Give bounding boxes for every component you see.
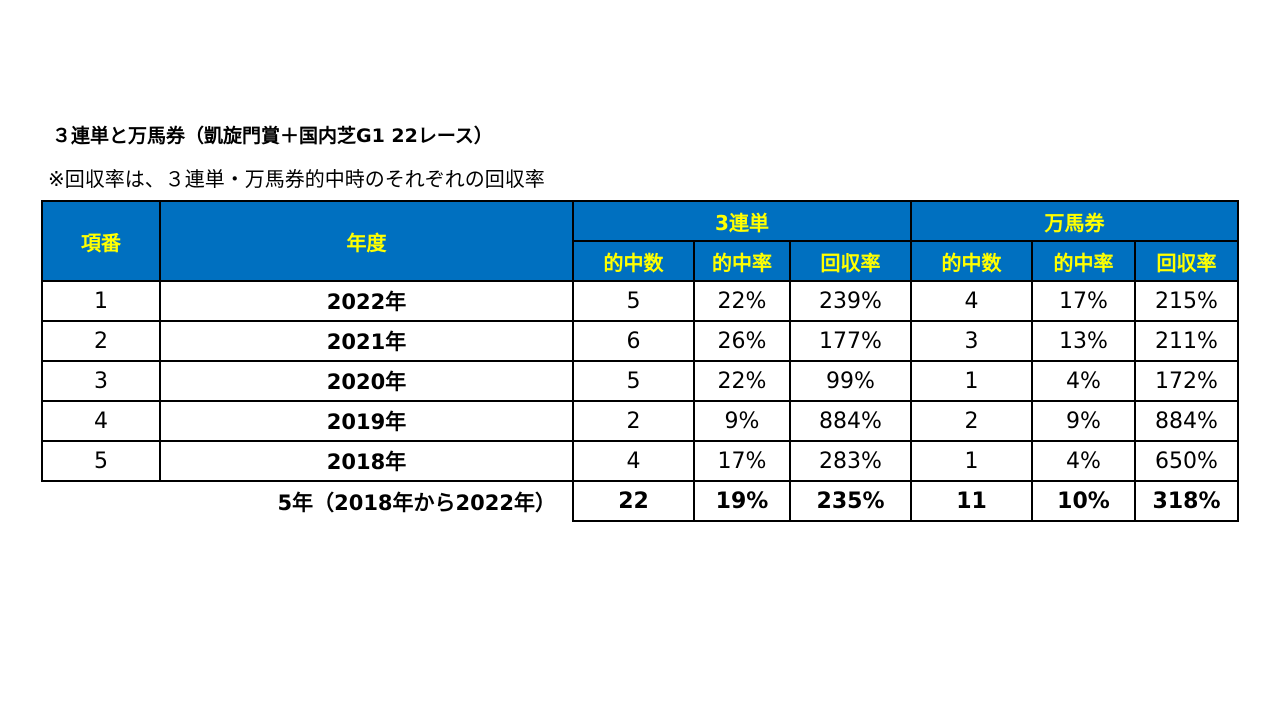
cell-manbaken-hits: 4 (910, 280, 1033, 322)
header-group-trifecta: 3連単 (572, 200, 912, 242)
cell-manbaken-return-rate: 650% (1134, 440, 1239, 482)
header-row-sub: 的中数 的中率 回収率 的中数 的中率 回収率 (42, 240, 1239, 282)
cell-manbaken-hits: 2 (910, 400, 1033, 442)
summary-trifecta-return-rate: 235% (789, 480, 912, 522)
cell-year: 2021年 (159, 320, 574, 362)
cell-trifecta-return-rate: 177% (789, 320, 912, 362)
summary-manbaken-hits: 11 (910, 480, 1033, 522)
cell-no: 5 (41, 440, 161, 482)
slide-note: ※回収率は、３連単・万馬券的中時のそれぞれの回収率 (48, 167, 545, 191)
cell-manbaken-return-rate: 215% (1134, 280, 1239, 322)
table-row: 2 2021年 6 26% 177% 3 13% 211% (41, 320, 1239, 362)
cell-no: 4 (41, 400, 161, 442)
cell-trifecta-hit-rate: 17% (693, 440, 791, 482)
cell-trifecta-hits: 4 (572, 440, 695, 482)
summary-trifecta-hit-rate: 19% (693, 480, 791, 522)
cell-trifecta-return-rate: 239% (789, 280, 912, 322)
cell-trifecta-hits: 5 (572, 280, 695, 322)
cell-year: 2020年 (159, 360, 574, 402)
table-row: 5 2018年 4 17% 283% 1 4% 650% (41, 440, 1239, 482)
cell-trifecta-hit-rate: 9% (693, 400, 791, 442)
summary-label: 5年（2018年から2022年） (277, 490, 556, 515)
cell-no: 1 (41, 280, 161, 322)
cell-trifecta-hit-rate: 26% (693, 320, 791, 362)
cell-year: 2019年 (159, 400, 574, 442)
header-trifecta-hit-rate: 的中率 (693, 240, 791, 282)
cell-manbaken-hit-rate: 13% (1031, 320, 1136, 362)
cell-trifecta-hits: 5 (572, 360, 695, 402)
cell-trifecta-hits: 2 (572, 400, 695, 442)
header-manbaken-return-rate: 回収率 (1134, 240, 1239, 282)
header-no: 項番 (41, 200, 161, 282)
header-trifecta-hits: 的中数 (572, 240, 695, 282)
results-table: 項番 年度 3連単 万馬券 的中数 的中率 回収率 的中数 的中率 回収率 1 … (41, 200, 1239, 522)
cell-manbaken-return-rate: 172% (1134, 360, 1239, 402)
cell-manbaken-hit-rate: 4% (1031, 440, 1136, 482)
cell-manbaken-hits: 1 (910, 440, 1033, 482)
table-row: 4 2019年 2 9% 884% 2 9% 884% (41, 400, 1239, 442)
summary-row: 5年（2018年から2022年） 22 19% 235% 11 10% 318% (42, 480, 1239, 522)
cell-year: 2018年 (159, 440, 574, 482)
cell-manbaken-hits: 3 (910, 320, 1033, 362)
cell-trifecta-return-rate: 884% (789, 400, 912, 442)
cell-manbaken-return-rate: 884% (1134, 400, 1239, 442)
cell-trifecta-hits: 6 (572, 320, 695, 362)
header-manbaken-hits: 的中数 (910, 240, 1033, 282)
header-trifecta-return-rate: 回収率 (789, 240, 912, 282)
cell-trifecta-return-rate: 99% (789, 360, 912, 402)
header-row-group: 項番 年度 3連単 万馬券 (41, 200, 1239, 282)
cell-year: 2022年 (159, 280, 574, 322)
cell-trifecta-return-rate: 283% (789, 440, 912, 482)
table-row: 3 2020年 5 22% 99% 1 4% 172% (41, 360, 1239, 402)
header-manbaken-hit-rate: 的中率 (1031, 240, 1136, 282)
header-year: 年度 (159, 200, 574, 282)
cell-manbaken-return-rate: 211% (1134, 320, 1239, 362)
cell-trifecta-hit-rate: 22% (693, 280, 791, 322)
table-row: 1 2022年 5 22% 239% 4 17% 215% (41, 280, 1239, 322)
summary-manbaken-return-rate: 318% (1134, 480, 1239, 522)
summary-manbaken-hit-rate: 10% (1031, 480, 1136, 522)
cell-manbaken-hit-rate: 9% (1031, 400, 1136, 442)
cell-manbaken-hit-rate: 17% (1031, 280, 1136, 322)
slide-title: ３連単と万馬券（凱旋門賞＋国内芝G1 22レース） (52, 125, 493, 147)
cell-no: 3 (41, 360, 161, 402)
cell-manbaken-hits: 1 (910, 360, 1033, 402)
cell-no: 2 (41, 320, 161, 362)
cell-trifecta-hit-rate: 22% (693, 360, 791, 402)
cell-manbaken-hit-rate: 4% (1031, 360, 1136, 402)
summary-trifecta-hits: 22 (572, 480, 695, 522)
header-group-manbaken: 万馬券 (910, 200, 1239, 242)
